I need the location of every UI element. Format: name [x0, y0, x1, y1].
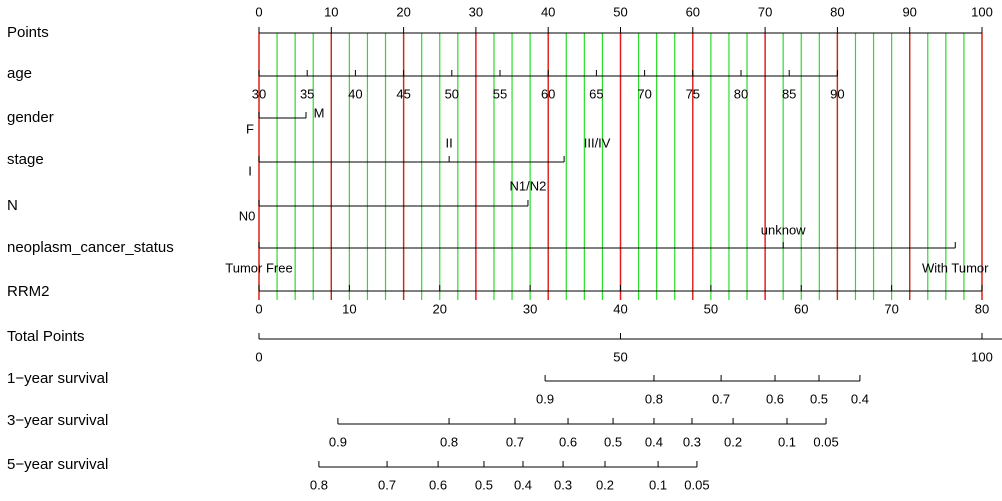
tick-label: 0.8	[645, 391, 663, 406]
tick-label: 40	[348, 86, 362, 101]
tick-label: 75	[686, 86, 700, 101]
tick-label: 85	[782, 86, 796, 101]
row-label: neoplasm_cancer_status	[7, 239, 174, 256]
tick-label: 0.5	[475, 477, 493, 492]
category-label: II	[446, 135, 453, 150]
tick-label: 0.6	[559, 434, 577, 449]
tick-label: 0.5	[810, 391, 828, 406]
category-label: Tumor Free	[225, 260, 292, 275]
tick-label: 30	[252, 86, 266, 101]
tick-label: 90	[902, 4, 916, 19]
tick-label: 40	[541, 4, 555, 19]
tick-label: 0.05	[813, 434, 838, 449]
tick-label: 0.7	[506, 434, 524, 449]
tick-label: 65	[589, 86, 603, 101]
tick-label: 55	[493, 86, 507, 101]
row-label: stage	[7, 151, 44, 168]
tick-label: 0.3	[554, 477, 572, 492]
row-label: 5−year survival	[7, 456, 108, 473]
tick-label: 20	[396, 4, 410, 19]
tick-label: 40	[613, 301, 627, 316]
tick-label: 0.7	[712, 391, 730, 406]
tick-label: 60	[686, 4, 700, 19]
tick-label: 50	[613, 349, 627, 364]
category-label: unknow	[761, 222, 806, 237]
category-label: N1/N2	[510, 178, 547, 193]
tick-label: 0.9	[329, 434, 347, 449]
category-label: F	[246, 121, 254, 136]
tick-label: 80	[975, 301, 989, 316]
tick-label: 50	[613, 4, 627, 19]
tick-label: 20	[433, 301, 447, 316]
tick-label: 30	[469, 4, 483, 19]
tick-label: 60	[794, 301, 808, 316]
tick-label: 0.4	[851, 391, 869, 406]
tick-label: 10	[324, 4, 338, 19]
tick-label: 0.1	[649, 477, 667, 492]
tick-label: 90	[830, 86, 844, 101]
tick-label: 80	[734, 86, 748, 101]
category-label: I	[248, 163, 252, 178]
tick-label: 0.4	[645, 434, 663, 449]
category-label: III/IV	[584, 135, 611, 150]
row-label: 3−year survival	[7, 412, 108, 429]
row-label: 1−year survival	[7, 370, 108, 387]
tick-label: 0.2	[596, 477, 614, 492]
tick-label: 45	[396, 86, 410, 101]
row-label: RRM2	[7, 283, 50, 300]
tick-label: 50	[704, 301, 718, 316]
row-label: age	[7, 65, 32, 82]
row-label: gender	[7, 109, 54, 126]
tick-label: 0.9	[536, 391, 554, 406]
tick-label: 0.6	[429, 477, 447, 492]
tick-label: 10	[342, 301, 356, 316]
row-label: Total Points	[7, 328, 85, 345]
tick-label: 0.1	[778, 434, 796, 449]
tick-label: 0.3	[683, 434, 701, 449]
tick-label: 30	[523, 301, 537, 316]
category-label: N0	[239, 208, 256, 223]
category-label: M	[314, 105, 325, 120]
tick-label: 0.5	[604, 434, 622, 449]
tick-label: 0.8	[440, 434, 458, 449]
tick-label: 0.05	[684, 477, 709, 492]
tick-label: 0.8	[310, 477, 328, 492]
tick-label: 0	[255, 4, 262, 19]
tick-label: 100	[971, 349, 993, 364]
tick-label: 35	[300, 86, 314, 101]
tick-label: 0.7	[378, 477, 396, 492]
tick-label: 0.4	[514, 477, 532, 492]
tick-label: 0.2	[724, 434, 742, 449]
category-label: With Tumor	[922, 260, 989, 275]
tick-label: 0.6	[766, 391, 784, 406]
tick-label: 70	[884, 301, 898, 316]
tick-label: 70	[758, 4, 772, 19]
tick-label: 70	[637, 86, 651, 101]
tick-label: 0	[255, 349, 262, 364]
tick-label: 100	[971, 4, 993, 19]
tick-label: 0	[255, 301, 262, 316]
row-label: Points	[7, 24, 49, 41]
row-label: N	[7, 197, 18, 214]
tick-label: 80	[830, 4, 844, 19]
tick-label: 60	[541, 86, 555, 101]
tick-label: 50	[445, 86, 459, 101]
